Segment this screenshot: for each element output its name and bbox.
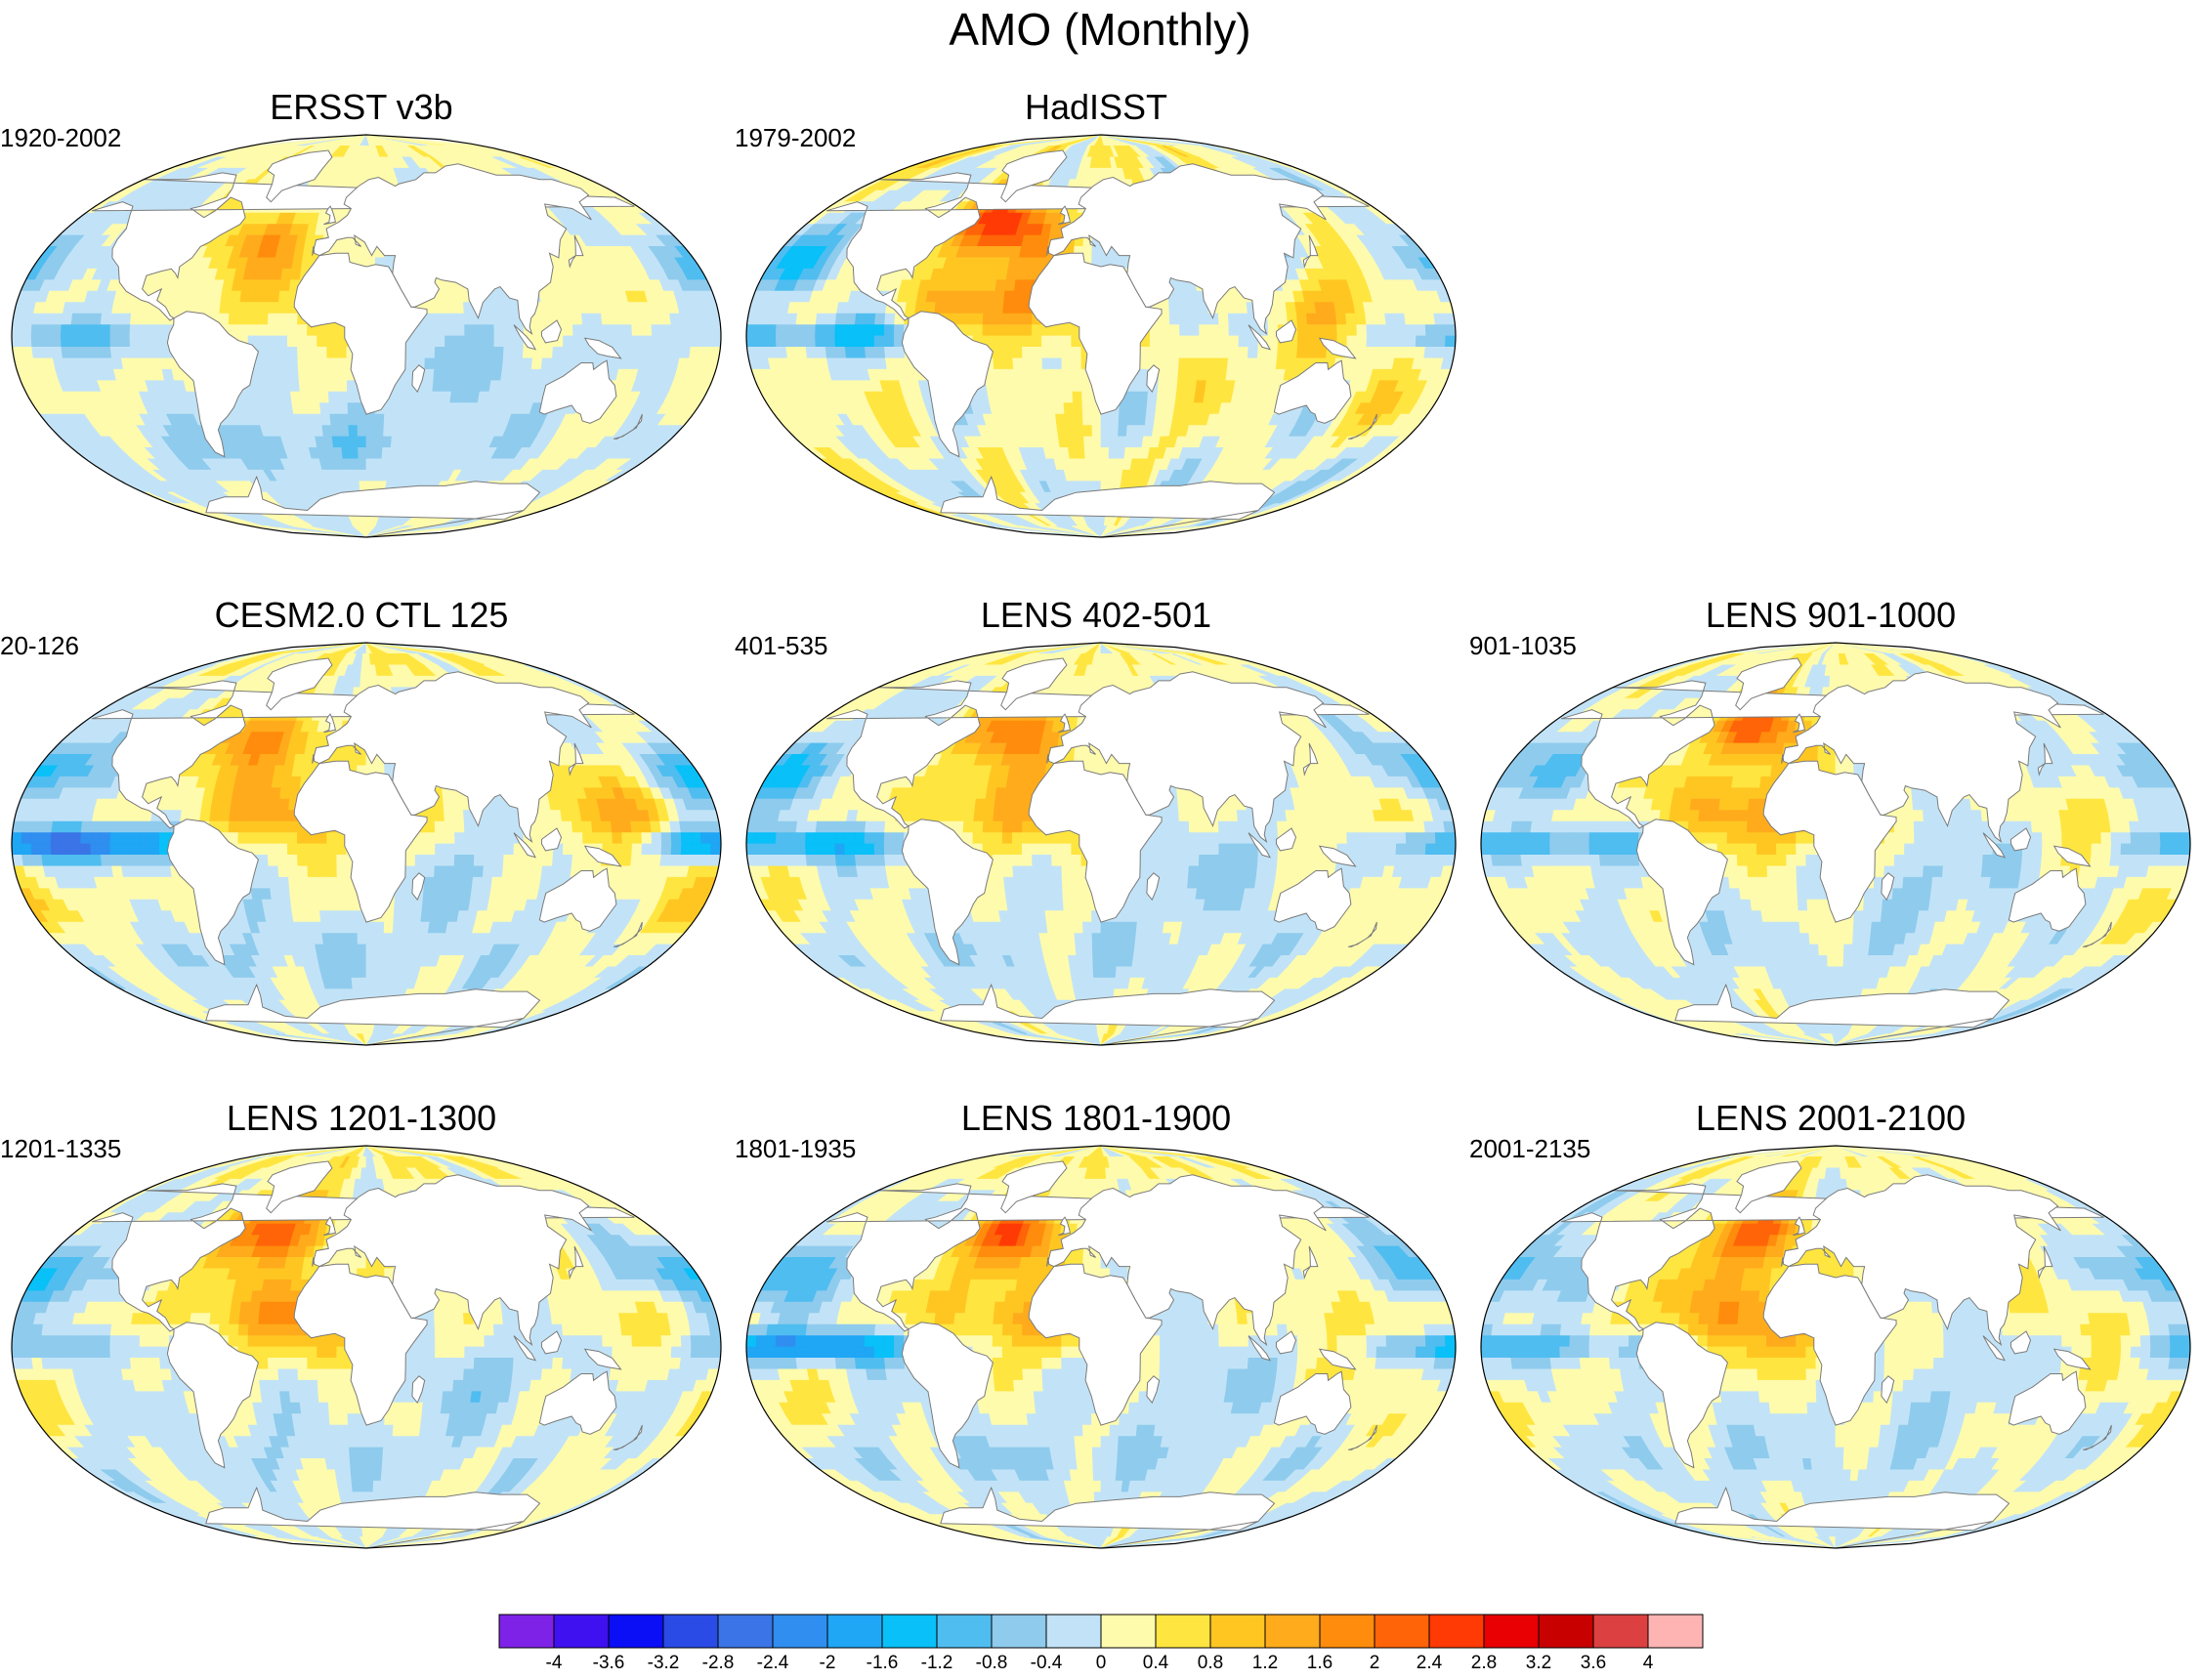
world-map <box>745 1145 1457 1549</box>
colorbar-swatch <box>1592 1614 1649 1649</box>
colorbar-boxes <box>498 1614 1704 1649</box>
colorbar-tick-label: -2.4 <box>743 1653 802 1674</box>
colorbar-swatch <box>498 1614 555 1649</box>
colorbar-tick-label: 3.2 <box>1509 1653 1568 1674</box>
colorbar-tick-label: -0.4 <box>1017 1653 1076 1674</box>
panel-title: LENS 1201-1300 <box>0 1099 723 1138</box>
sst-anomaly-field <box>746 1146 1456 1548</box>
land-masses <box>1560 657 2112 1045</box>
world-map <box>1480 1145 2191 1549</box>
map-outline <box>1480 1145 2191 1549</box>
colorbar-swatch <box>881 1614 938 1649</box>
colorbar-swatch <box>991 1614 1047 1649</box>
map-outline <box>745 1145 1457 1549</box>
colorbar-swatch <box>1319 1614 1375 1649</box>
colorbar-tick-label: -3.6 <box>579 1653 638 1674</box>
map-outline <box>745 134 1457 538</box>
world-map <box>11 642 722 1046</box>
colorbar-tick-label: -2.8 <box>689 1653 747 1674</box>
panel-title: LENS 402-501 <box>735 596 1458 635</box>
colorbar-tick-label: -1.2 <box>908 1653 966 1674</box>
colorbar-tick-label: 2.8 <box>1455 1653 1513 1674</box>
colorbar-tick-label: -2 <box>798 1653 857 1674</box>
panel-period-label: 901-1035 <box>1469 631 1577 660</box>
colorbar-swatch <box>1647 1614 1704 1649</box>
colorbar-swatch <box>1428 1614 1485 1649</box>
world-map <box>11 1145 722 1549</box>
colorbar-swatch <box>772 1614 828 1649</box>
colorbar-swatch <box>1100 1614 1157 1649</box>
colorbar-swatch <box>1374 1614 1430 1649</box>
colorbar-tick-label: 0.8 <box>1181 1653 1240 1674</box>
map-panel-lens1801: LENS 1801-1900 1801-1935 <box>735 1099 1458 1558</box>
map-panel-ctl: CESM2.0 CTL 125 20-126 <box>0 596 723 1055</box>
colorbar-swatch <box>553 1614 610 1649</box>
colorbar-swatch <box>1155 1614 1211 1649</box>
map-panel-hadisst: HadISST 1979-2002 <box>735 88 1458 547</box>
panel-title: LENS 2001-2100 <box>1469 1099 2192 1138</box>
world-map <box>1480 642 2191 1046</box>
colorbar-tick-label: 3.6 <box>1564 1653 1623 1674</box>
colorbar-tick-label: -4 <box>525 1653 583 1674</box>
colorbar-swatch <box>936 1614 993 1649</box>
colorbar-swatch <box>1209 1614 1266 1649</box>
colorbar-swatch <box>717 1614 774 1649</box>
map-panel-ersst: ERSST v3b 1920-2002 <box>0 88 723 547</box>
colorbar-tick-label: 2.4 <box>1400 1653 1459 1674</box>
map-panel-lens2001: LENS 2001-2100 2001-2135 <box>1469 1099 2192 1558</box>
panel-title: LENS 901-1000 <box>1469 596 2192 635</box>
world-map <box>745 134 1457 538</box>
colorbar-swatch <box>608 1614 664 1649</box>
panel-title: ERSST v3b <box>0 88 723 127</box>
colorbar-tick-label: -0.8 <box>962 1653 1021 1674</box>
colorbar-swatch <box>826 1614 883 1649</box>
colorbar-tick-label: 1.6 <box>1290 1653 1349 1674</box>
land-masses <box>825 1160 1377 1548</box>
world-map <box>11 134 722 538</box>
colorbar-tick-label: 0.4 <box>1126 1653 1185 1674</box>
land-masses <box>91 1160 643 1548</box>
panel-period-label: 2001-2135 <box>1469 1134 1590 1163</box>
colorbar-swatch <box>1483 1614 1540 1649</box>
map-panel-lens901: LENS 901-1000 901-1035 <box>1469 596 2192 1055</box>
sst-anomaly-field <box>12 1146 721 1548</box>
panel-title: LENS 1801-1900 <box>735 1099 1458 1138</box>
panel-period-label: 1801-1935 <box>735 1134 856 1163</box>
colorbar-tick-label: 0 <box>1072 1653 1130 1674</box>
map-outline <box>1480 642 2191 1046</box>
panel-title: HadISST <box>735 88 1458 127</box>
colorbar: -4 -3.6 -3.2 -2.8 -2.4 -2 -1.6 -1.2 -0.8 -0.4 0 0.4… <box>498 1614 1704 1680</box>
map-panel-lens1201: LENS 1201-1300 1201-1335 <box>0 1099 723 1558</box>
panel-title: CESM2.0 CTL 125 <box>0 596 723 635</box>
map-outline <box>745 642 1457 1046</box>
colorbar-tick-label: 4 <box>1619 1653 1677 1674</box>
colorbar-swatch <box>662 1614 719 1649</box>
colorbar-tick-label: 1.2 <box>1236 1653 1294 1674</box>
colorbar-tick-label: -3.2 <box>634 1653 693 1674</box>
map-outline <box>11 642 722 1046</box>
figure-title: AMO (Monthly) <box>0 2 2200 57</box>
land-masses <box>1560 1160 2112 1548</box>
land-masses <box>825 149 1377 537</box>
panel-period-label: 20-126 <box>0 631 79 660</box>
land-masses <box>825 657 1377 1045</box>
colorbar-swatch <box>1045 1614 1102 1649</box>
panel-period-label: 1920-2002 <box>0 123 121 152</box>
land-masses <box>91 657 643 1045</box>
map-panel-lens402: LENS 402-501 401-535 <box>735 596 1458 1055</box>
land-masses <box>91 149 643 537</box>
map-outline <box>11 1145 722 1549</box>
world-map <box>745 642 1457 1046</box>
panel-period-label: 1979-2002 <box>735 123 856 152</box>
panel-period-label: 1201-1335 <box>0 1134 121 1163</box>
panel-period-label: 401-535 <box>735 631 827 660</box>
colorbar-swatch <box>1264 1614 1321 1649</box>
colorbar-swatch <box>1538 1614 1594 1649</box>
colorbar-tick-label: -1.6 <box>853 1653 911 1674</box>
map-outline <box>11 134 722 538</box>
colorbar-tick-label: 2 <box>1345 1653 1404 1674</box>
